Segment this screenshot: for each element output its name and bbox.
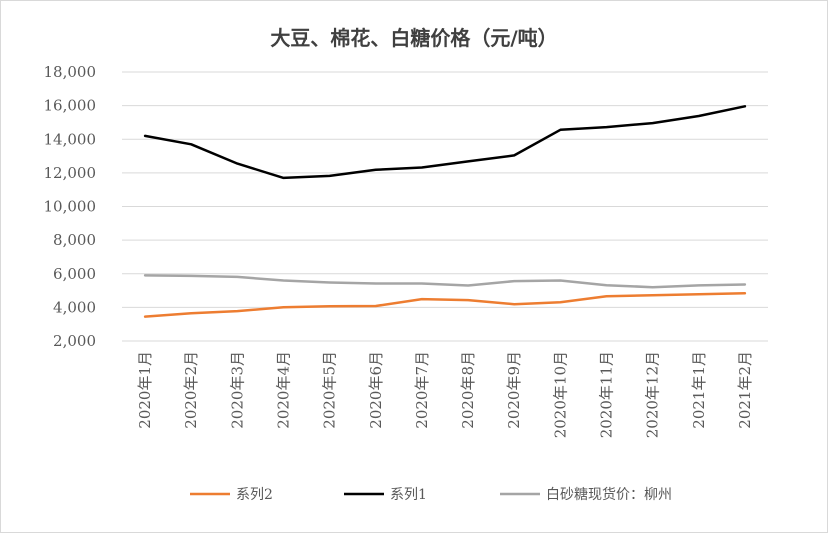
x-tick-label: 2020年3月 xyxy=(228,351,246,429)
legend-label: 系列2 xyxy=(236,487,273,503)
x-tick-label: 2020年7月 xyxy=(413,351,431,429)
x-tick-label: 2020年10月 xyxy=(551,351,569,438)
x-axis-tick-labels: 2020年1月 2020年2月 2020年3月 2020年4月 2020年5月 2020年… xyxy=(136,351,754,438)
y-tick-label: 14,000 xyxy=(44,130,97,148)
x-tick-label: 2020年9月 xyxy=(505,351,523,429)
x-tick-label: 2020年12月 xyxy=(644,351,662,438)
series-line-2 xyxy=(143,105,747,180)
series-line-3 xyxy=(143,274,747,289)
gridlines xyxy=(122,71,768,342)
x-tick-label: 2020年1月 xyxy=(136,351,154,429)
x-tick-label: 2020年2月 xyxy=(182,351,200,429)
series-line-1 xyxy=(143,292,747,318)
x-tick-label: 2021年1月 xyxy=(690,351,708,429)
chart-title: 大豆、棉花、白糖价格（元/吨） xyxy=(270,26,557,50)
x-tick-label: 2020年8月 xyxy=(459,351,477,429)
y-tick-label: 2,000 xyxy=(53,332,96,350)
y-tick-label: 10,000 xyxy=(44,198,97,216)
x-tick-label: 2020年5月 xyxy=(321,351,339,429)
y-tick-label: 8,000 xyxy=(53,231,96,249)
series-lines xyxy=(143,105,747,318)
y-tick-label: 4,000 xyxy=(53,298,96,316)
y-tick-label: 16,000 xyxy=(44,97,97,115)
y-tick-label: 18,000 xyxy=(44,63,97,81)
y-tick-label: 6,000 xyxy=(53,265,96,283)
legend-label: 系列1 xyxy=(390,487,427,503)
legend-label: 白砂糖现货价：柳州 xyxy=(546,486,672,503)
y-axis-tick-labels: 2,000 4,000 6,000 8,000 10,000 12,000 14,000 16… xyxy=(44,63,97,350)
y-tick-label: 12,000 xyxy=(44,164,97,182)
x-tick-label: 2020年4月 xyxy=(275,351,293,429)
legend: 系列2 系列1 白砂糖现货价：柳州 xyxy=(190,486,672,503)
x-tick-label: 2020年6月 xyxy=(367,351,385,429)
x-tick-label: 2020年11月 xyxy=(598,351,616,438)
x-tick-label: 2021年2月 xyxy=(736,351,754,429)
